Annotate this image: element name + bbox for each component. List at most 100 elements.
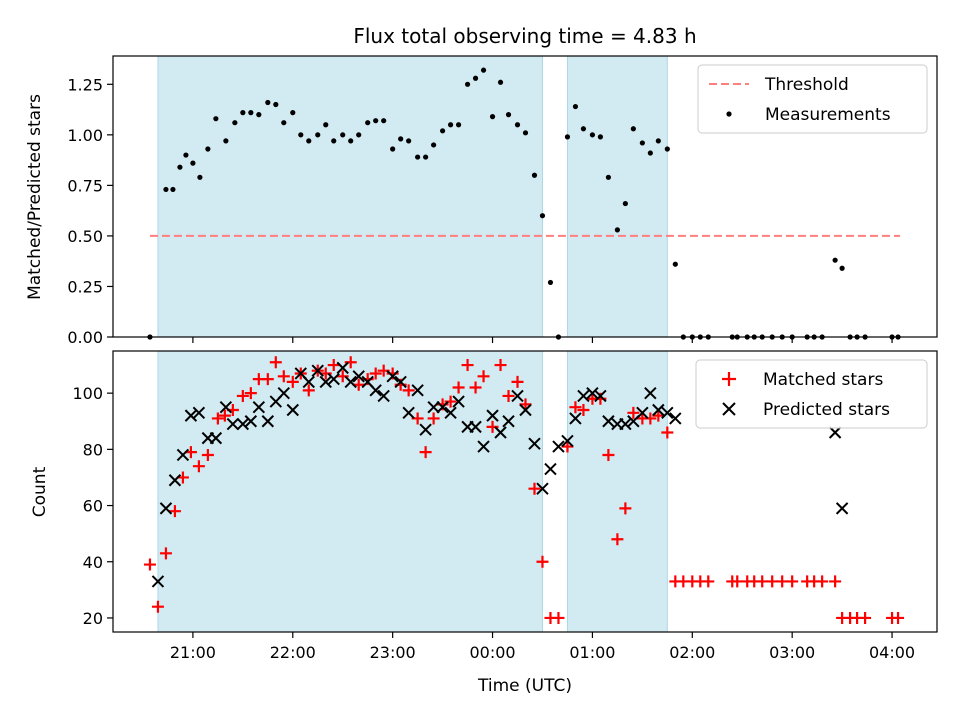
predicted-star-point xyxy=(486,409,499,422)
predicted-star-point xyxy=(252,400,266,414)
measurement-point xyxy=(622,200,628,207)
predicted-star-point xyxy=(236,417,250,431)
measurement-point xyxy=(331,138,337,144)
measurement-point xyxy=(547,279,554,286)
measurement-point xyxy=(390,146,396,152)
y-tick-label: 60 xyxy=(83,497,103,516)
measurement-point xyxy=(564,134,571,140)
measurement-point xyxy=(664,146,670,152)
predicted-star-point xyxy=(402,406,415,420)
y-tick-label: 40 xyxy=(83,553,103,572)
matched-star-point xyxy=(816,575,829,588)
matched-star-point xyxy=(486,420,499,433)
predicted-star-point xyxy=(419,423,432,436)
measurement-point xyxy=(281,120,287,126)
measurement-point xyxy=(298,132,304,138)
predicted-star-point xyxy=(436,400,449,414)
predicted-star-point xyxy=(544,462,557,476)
predicted-star-point xyxy=(536,482,549,495)
measurement-point xyxy=(572,103,579,110)
measurement-point xyxy=(531,172,538,178)
matched-star-point xyxy=(552,611,565,624)
matched-star-point xyxy=(344,356,357,369)
predicted-star-point xyxy=(311,364,324,377)
matched-star-point xyxy=(619,502,632,515)
matched-star-point xyxy=(477,370,490,383)
matched-star-point xyxy=(702,575,715,588)
x-tick-label: 21:00 xyxy=(170,643,216,662)
legend-matched-label: Matched stars xyxy=(763,370,883,390)
measurement-point xyxy=(232,120,238,126)
bottom-x-axis: 21:00 22:00 23:00 00:00 01:00 02:00 03:00 04:00 xyxy=(170,632,915,662)
predicted-star-point xyxy=(569,412,582,425)
top-legend: Threshold Measurements xyxy=(697,64,928,134)
matched-star-point xyxy=(829,575,842,588)
predicted-star-point xyxy=(528,437,541,450)
measurement-point xyxy=(605,174,611,180)
predicted-star-point xyxy=(369,384,382,397)
matched-star-point xyxy=(786,575,799,588)
predicted-star-point xyxy=(319,375,332,389)
measurement-point xyxy=(647,150,653,156)
predicted-star-point xyxy=(519,403,532,417)
predicted-star-point xyxy=(286,403,299,417)
predicted-star-point xyxy=(302,375,315,389)
matched-star-point xyxy=(452,381,465,394)
measurement-point xyxy=(415,154,421,160)
predicted-star-point xyxy=(336,361,349,375)
predicted-star-point xyxy=(835,502,849,515)
matched-star-point xyxy=(201,448,214,461)
matched-star-point xyxy=(461,359,474,372)
matched-star-point xyxy=(369,367,382,380)
x-tick-label: 02:00 xyxy=(669,643,715,662)
predicted-star-point xyxy=(669,412,682,425)
measurement-point xyxy=(190,160,196,166)
measurement-point xyxy=(197,174,203,180)
measurement-point xyxy=(514,122,521,128)
shaded-region xyxy=(157,55,543,338)
measurement-point xyxy=(472,75,479,81)
bottom-legend-box xyxy=(695,359,928,429)
predicted-star-point xyxy=(386,370,399,383)
matched-star-point xyxy=(561,440,574,453)
measurement-point xyxy=(440,128,446,134)
y-tick-label: 1.25 xyxy=(67,75,103,94)
matched-star-point xyxy=(444,395,457,408)
measurement-point xyxy=(489,114,496,120)
predicted-star-point xyxy=(636,406,649,420)
matched-star-point xyxy=(469,381,482,394)
matched-star-point xyxy=(192,460,205,473)
matched-star-point xyxy=(286,375,299,388)
predicted-star-point xyxy=(586,386,599,400)
predicted-star-point xyxy=(176,448,190,462)
matched-star-point xyxy=(402,384,415,397)
x-tick-label: 01:00 xyxy=(569,643,615,662)
matched-star-point xyxy=(611,533,624,546)
measurement-point xyxy=(340,132,346,138)
measurement-point xyxy=(273,101,279,108)
predicted-star-point xyxy=(226,417,240,431)
legend-threshold-label: Threshold xyxy=(764,75,849,95)
predicted-star-point xyxy=(652,403,665,417)
matched-star-point xyxy=(269,356,282,369)
predicted-star-point xyxy=(494,426,507,439)
shaded-region xyxy=(157,350,543,633)
y-tick-label: 1.00 xyxy=(67,126,103,145)
measurement-point xyxy=(177,164,183,170)
bottom-y-axis: 20 40 60 80 100 xyxy=(72,384,113,628)
predicted-star-point xyxy=(644,386,657,400)
measurement-point xyxy=(163,186,169,193)
matched-star-point xyxy=(494,359,507,372)
chart-title: Flux total observing time = 4.83 h xyxy=(353,24,696,48)
predicted-stars-points xyxy=(151,361,849,588)
y-tick-label: 0.75 xyxy=(67,176,103,195)
matched-star-point xyxy=(218,409,231,422)
measurement-point xyxy=(205,146,211,152)
matched-star-point xyxy=(302,384,315,397)
matched-star-point xyxy=(236,389,249,402)
measurement-point xyxy=(348,138,354,144)
predicted-star-point xyxy=(602,415,615,428)
matched-star-point xyxy=(244,387,257,400)
y-tick-label: 0.00 xyxy=(67,328,103,347)
